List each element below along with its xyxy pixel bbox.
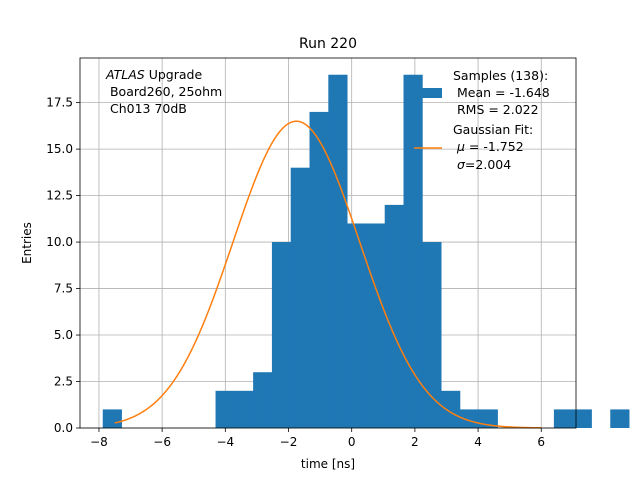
plot-frame bbox=[79, 57, 577, 429]
legend-fit-sigma-value: =2.004 bbox=[465, 157, 511, 172]
y-tick-label-7: 17.5 bbox=[46, 96, 73, 110]
y-tick-label-3: 7.5 bbox=[54, 282, 73, 296]
histogram-bar-27 bbox=[610, 409, 630, 428]
legend: Samples (138): Mean = -1.648 RMS = 2.022… bbox=[414, 68, 550, 172]
annotation-atlas: ATLAS bbox=[105, 67, 145, 82]
legend-samples-swatch bbox=[414, 88, 442, 98]
x-tick-label-6: 4 bbox=[474, 435, 482, 449]
histogram-bar-13 bbox=[347, 223, 367, 428]
annotation-text: ATLAS Upgrade Board260, 25ohm Ch013 70dB bbox=[105, 67, 222, 116]
legend-samples-rms: RMS = 2.022 bbox=[453, 102, 539, 117]
x-axis-label: time [ns] bbox=[301, 457, 355, 471]
histogram-bar-17 bbox=[422, 242, 442, 428]
x-axis-ticks: −8 −6 −4 −2 0 2 4 6 bbox=[90, 428, 545, 449]
histogram-bar-8 bbox=[253, 372, 273, 428]
chart-title: Run 220 bbox=[299, 36, 357, 52]
y-axis-label: Entries bbox=[20, 222, 34, 264]
x-tick-label-4: 0 bbox=[348, 435, 356, 449]
y-tick-label-2: 5.0 bbox=[54, 328, 73, 342]
x-tick-label-7: 6 bbox=[537, 435, 545, 449]
histogram-bar-11 bbox=[309, 111, 329, 428]
histogram-bar-7 bbox=[234, 390, 254, 428]
histogram-bar-24 bbox=[553, 409, 574, 428]
annotation-upgrade: Upgrade bbox=[145, 67, 203, 82]
legend-fit-title: Gaussian Fit: bbox=[453, 122, 533, 137]
y-tick-label-5: 12.5 bbox=[46, 189, 73, 203]
histogram-bar-0 bbox=[102, 409, 122, 428]
histogram-bars bbox=[102, 74, 630, 428]
histogram-bar-25 bbox=[572, 409, 592, 428]
legend-fit-mu-value: = -1.752 bbox=[465, 139, 524, 154]
x-tick-label-1: −6 bbox=[153, 435, 171, 449]
histogram-bar-14 bbox=[365, 223, 386, 428]
y-tick-label-0: 0.0 bbox=[54, 421, 73, 435]
y-tick-label-4: 10.0 bbox=[46, 235, 73, 249]
legend-fit-mu-symbol: μ bbox=[456, 139, 465, 154]
histogram-bar-6 bbox=[215, 390, 235, 428]
legend-fit-sigma: σ=2.004 bbox=[453, 157, 511, 172]
legend-fit-mu: μ = -1.752 bbox=[453, 139, 524, 154]
legend-samples-mean: Mean = -1.648 bbox=[453, 85, 550, 100]
histogram-bar-10 bbox=[290, 167, 310, 428]
histogram-bar-16 bbox=[403, 74, 423, 428]
x-tick-label-0: −8 bbox=[90, 435, 108, 449]
x-tick-label-3: −2 bbox=[280, 435, 298, 449]
annotation-line-3: Ch013 70dB bbox=[106, 101, 187, 116]
legend-fit-sigma-symbol: σ bbox=[457, 157, 466, 172]
histogram-bar-19 bbox=[459, 409, 480, 428]
x-tick-label-5: 2 bbox=[411, 435, 419, 449]
gaussian-fit-curve bbox=[114, 120, 542, 429]
histogram-bar-9 bbox=[271, 242, 292, 428]
annotation-line-1: ATLAS Upgrade bbox=[105, 67, 202, 82]
y-tick-label-6: 15.0 bbox=[46, 142, 73, 156]
legend-samples-title: Samples (138): bbox=[453, 68, 548, 83]
histogram-bar-18 bbox=[441, 390, 461, 428]
y-tick-label-1: 2.5 bbox=[54, 375, 73, 389]
y-axis-ticks: 0.0 2.5 5.0 7.5 10.0 12.5 15.0 17.5 bbox=[46, 96, 80, 435]
histogram-bar-12 bbox=[328, 74, 348, 428]
x-tick-label-2: −4 bbox=[216, 435, 234, 449]
histogram-bar-15 bbox=[384, 204, 404, 428]
annotation-line-2: Board260, 25ohm bbox=[106, 84, 222, 99]
